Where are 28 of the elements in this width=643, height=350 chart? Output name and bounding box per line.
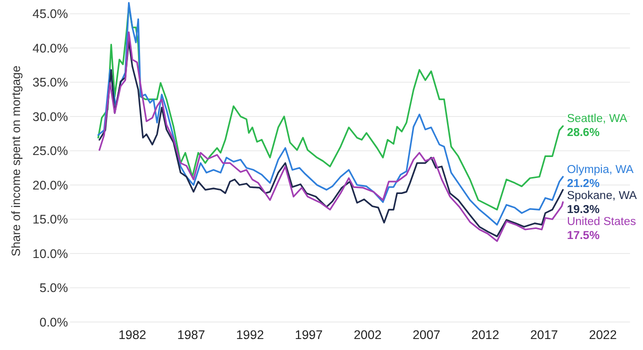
data-label: 28.6% bbox=[566, 127, 600, 140]
series-label: Seattle, WA bbox=[566, 113, 628, 126]
y-axis-title: Share of income spent on mortgage bbox=[9, 65, 23, 256]
y-tick-label: 5.0% bbox=[40, 281, 68, 296]
y-tick-label: 25.0% bbox=[32, 144, 68, 158]
y-tick-label: 20.0% bbox=[32, 178, 68, 192]
x-tick-label: 1982 bbox=[118, 328, 146, 342]
data-label: 21.2% bbox=[566, 178, 600, 190]
series-label: Olympia, WA bbox=[566, 164, 634, 176]
series-label: United States bbox=[566, 216, 636, 228]
y-tick-label: 40.0% bbox=[32, 41, 68, 56]
x-tick-label: 2002 bbox=[354, 328, 382, 342]
data-label: 17.5% bbox=[566, 230, 600, 242]
y-tick-label: 35.0% bbox=[32, 76, 68, 90]
x-tick-label: 2007 bbox=[412, 328, 440, 342]
y-tick-label: 0.0% bbox=[40, 315, 68, 330]
y-tick-label: 15.0% bbox=[32, 212, 68, 227]
y-tick-label: 45.0% bbox=[32, 7, 68, 22]
series-label: Spokane, WA bbox=[566, 190, 638, 202]
x-tick-label: 1997 bbox=[294, 328, 323, 342]
x-tick-label: 2017 bbox=[530, 328, 558, 342]
x-tick-label: 2012 bbox=[471, 328, 500, 342]
x-tick-label: 1992 bbox=[236, 328, 264, 342]
x-tick-label: 2022 bbox=[589, 328, 617, 342]
y-tick-label: 30.0% bbox=[32, 110, 68, 124]
x-tick-label: 1987 bbox=[177, 328, 206, 342]
y-tick-label: 10.0% bbox=[32, 246, 68, 261]
data-label: 19.3% bbox=[566, 204, 600, 216]
